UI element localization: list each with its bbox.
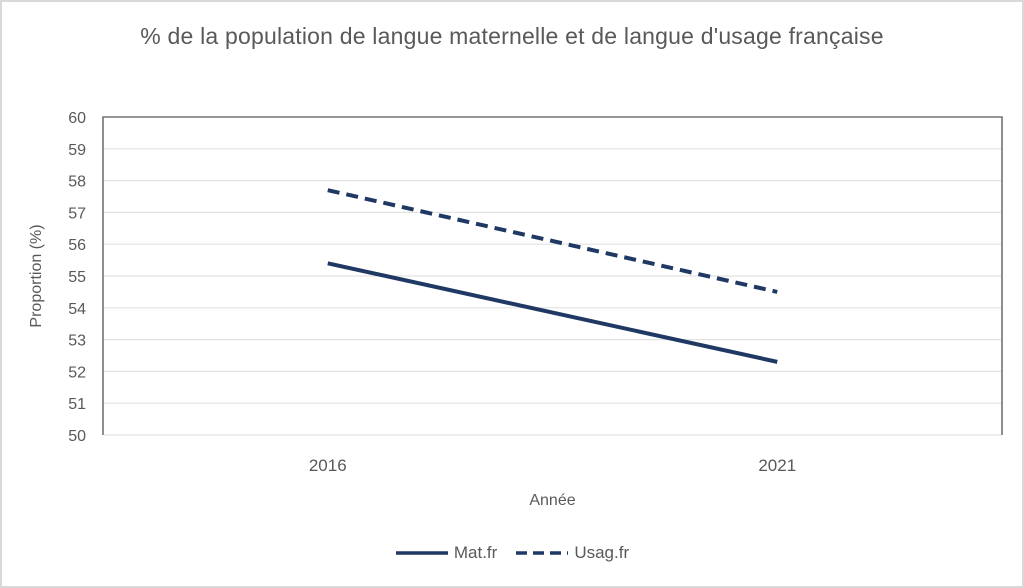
solid-line-swatch: [395, 551, 448, 555]
y-tick-label: 54: [68, 301, 86, 318]
y-axis-title: Proportion (%): [28, 224, 45, 327]
x-tick-label: 2016: [309, 456, 347, 475]
plot-border: [102, 116, 1003, 435]
legend-label-usag-fr: Usag.fr: [574, 543, 630, 562]
x-axis-title: Année: [529, 492, 575, 509]
y-tick-label: 59: [68, 142, 86, 159]
x-tick-label: 2021: [758, 456, 796, 475]
series-line-usagfr: [327, 188, 778, 294]
y-tick-label: 60: [68, 110, 86, 127]
y-tick-label: 53: [68, 333, 86, 350]
y-tick-label: 52: [68, 364, 86, 381]
legend-item-mat-fr: Mat.fr: [395, 543, 497, 563]
legend-label-mat-fr: Mat.fr: [453, 543, 498, 562]
chart-title: % de la population de langue maternelle …: [140, 23, 884, 49]
chart-legend: Mat.fr Usag.fr: [2, 543, 1022, 563]
y-tick-label: 51: [68, 396, 86, 413]
series-line-matfr: [327, 261, 778, 364]
y-tick-label: 58: [68, 174, 86, 191]
dashed-line-swatch: [516, 551, 569, 555]
y-tick-label: 57: [68, 205, 86, 222]
y-tick-label: 50: [68, 428, 86, 445]
y-tick-label: 56: [68, 237, 86, 254]
legend-item-usag-fr: Usag.fr: [515, 543, 629, 563]
y-tick-label: 55: [68, 269, 86, 286]
